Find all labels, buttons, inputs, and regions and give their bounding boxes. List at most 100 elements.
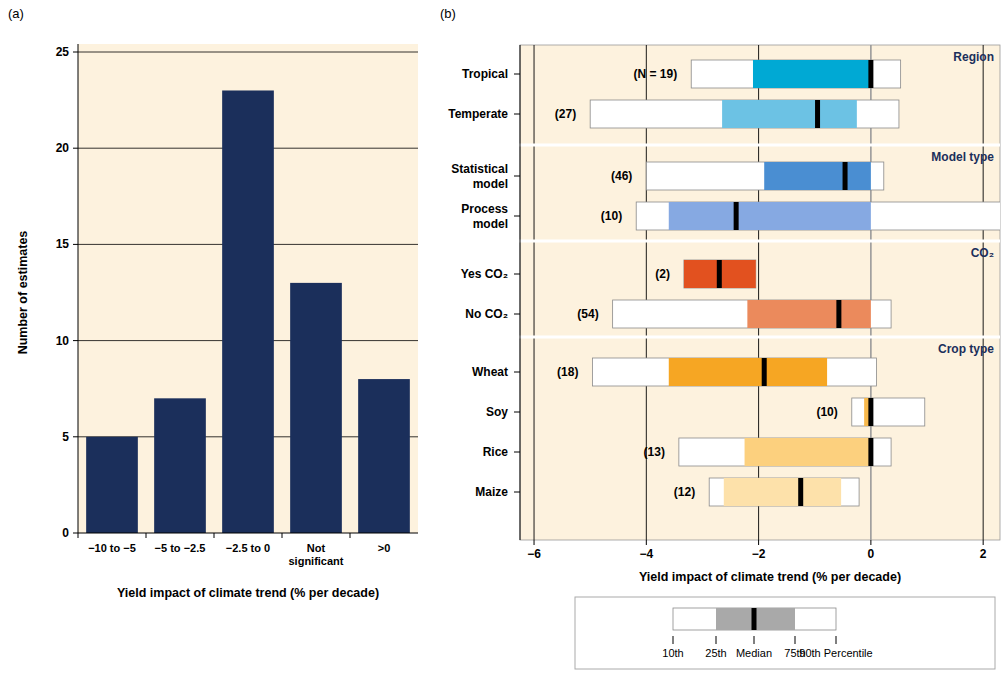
axis-a: 0510152025 bbox=[56, 45, 418, 540]
category-label: −2.5 to 0 bbox=[226, 542, 270, 554]
tick-mark bbox=[73, 52, 78, 53]
group-label: Crop type bbox=[938, 342, 994, 356]
median-mark bbox=[868, 60, 873, 88]
count-label: (18) bbox=[557, 365, 578, 379]
key-label: 10th bbox=[662, 647, 683, 659]
tick-mark bbox=[73, 436, 78, 437]
count-label: (10) bbox=[816, 405, 837, 419]
interquartile-box bbox=[669, 358, 827, 386]
median-mark bbox=[815, 100, 820, 128]
tick-label: 5 bbox=[62, 430, 69, 444]
y-axis-line bbox=[78, 44, 79, 533]
key-label: 90th Percentile bbox=[799, 647, 872, 659]
bar bbox=[86, 437, 138, 533]
bar bbox=[222, 90, 274, 533]
tick-mark bbox=[514, 216, 520, 217]
tick-mark bbox=[514, 372, 520, 373]
count-label: (27) bbox=[555, 107, 576, 121]
grid-line bbox=[78, 52, 418, 53]
y-axis-title: Number of estimates bbox=[16, 231, 30, 355]
tick-label: 0 bbox=[868, 547, 875, 561]
key-tick bbox=[673, 636, 674, 644]
median-mark bbox=[734, 202, 739, 230]
x-axis-title: Yield impact of climate trend (% per dec… bbox=[639, 570, 901, 584]
panel-label: (a) bbox=[8, 6, 24, 21]
tick-mark bbox=[758, 540, 759, 545]
interquartile-box bbox=[745, 438, 871, 466]
row-label: Maize bbox=[475, 485, 508, 499]
section-divider bbox=[510, 144, 1000, 147]
tick-label: 20 bbox=[56, 141, 70, 155]
y-axis-line bbox=[520, 45, 521, 540]
key-box bbox=[716, 608, 795, 630]
category-label: >0 bbox=[378, 542, 391, 554]
group-label: CO₂ bbox=[971, 246, 994, 260]
median-mark bbox=[762, 358, 767, 386]
tick-mark bbox=[514, 452, 520, 453]
boxes bbox=[590, 60, 1000, 506]
key-tick bbox=[716, 636, 717, 644]
tick-label: −2 bbox=[752, 547, 766, 561]
tick-mark bbox=[514, 114, 520, 115]
tick-mark bbox=[514, 492, 520, 493]
axis-b: −6−4−202 bbox=[527, 45, 987, 561]
count-label: (2) bbox=[655, 267, 670, 281]
tick-mark bbox=[214, 533, 215, 538]
tick-label: 0 bbox=[62, 526, 69, 540]
bars bbox=[86, 90, 410, 533]
tick-mark bbox=[514, 412, 520, 413]
count-label: (13) bbox=[644, 445, 665, 459]
tick-mark bbox=[983, 540, 984, 545]
whisker-range bbox=[684, 260, 756, 288]
category-label: −10 to −5 bbox=[88, 542, 136, 554]
tick-mark bbox=[282, 533, 283, 538]
row-label: Statisticalmodel bbox=[451, 162, 508, 191]
whisker-range bbox=[646, 162, 883, 190]
bar bbox=[358, 379, 410, 533]
chart-root: (a)0510152025−10 to −5−5 to −2.5−2.5 to … bbox=[0, 0, 1005, 679]
tick-mark bbox=[514, 176, 520, 177]
key-tick bbox=[836, 636, 837, 644]
key-tick bbox=[795, 636, 796, 644]
bar bbox=[154, 398, 206, 533]
row-label: Tropical bbox=[462, 67, 508, 81]
grid-line bbox=[534, 45, 535, 540]
tick-mark bbox=[646, 540, 647, 545]
tick-mark bbox=[73, 533, 78, 534]
tick-label: 2 bbox=[980, 547, 987, 561]
tick-mark bbox=[78, 533, 79, 538]
count-label: (10) bbox=[601, 209, 622, 223]
text-line: model bbox=[473, 217, 508, 231]
tick-mark bbox=[73, 148, 78, 149]
tick-label: 25 bbox=[56, 45, 70, 59]
plot-frame bbox=[520, 45, 1000, 540]
tick-mark bbox=[870, 540, 871, 545]
key-frame bbox=[575, 597, 995, 669]
percentile-key: 10th25thMedian75th90th Percentile bbox=[575, 597, 995, 669]
text-line: Not bbox=[307, 542, 326, 554]
whisker-range bbox=[636, 202, 1000, 230]
interquartile-box bbox=[753, 60, 871, 88]
tick-mark bbox=[146, 533, 147, 538]
count-label: (54) bbox=[577, 307, 598, 321]
row-label: Yes CO₂ bbox=[461, 267, 508, 281]
count-label: (12) bbox=[674, 485, 695, 499]
whisker-range bbox=[709, 478, 859, 506]
category-label: Notsignificant bbox=[288, 542, 343, 567]
interquartile-box bbox=[747, 300, 871, 328]
tick-mark bbox=[534, 540, 535, 545]
interquartile-box bbox=[724, 478, 841, 506]
count-label: (N = 19) bbox=[634, 67, 678, 81]
tick-mark bbox=[514, 274, 520, 275]
interquartile-box bbox=[684, 260, 756, 288]
text-line: Process bbox=[461, 202, 508, 216]
median-mark bbox=[798, 478, 803, 506]
median-mark bbox=[868, 398, 873, 426]
bar bbox=[290, 283, 342, 533]
tick-mark bbox=[350, 533, 351, 538]
text-line: model bbox=[473, 177, 508, 191]
group-label: Model type bbox=[931, 150, 994, 164]
group-label: Region bbox=[953, 50, 994, 64]
row-label: No CO₂ bbox=[465, 307, 508, 321]
tick-mark bbox=[514, 74, 520, 75]
